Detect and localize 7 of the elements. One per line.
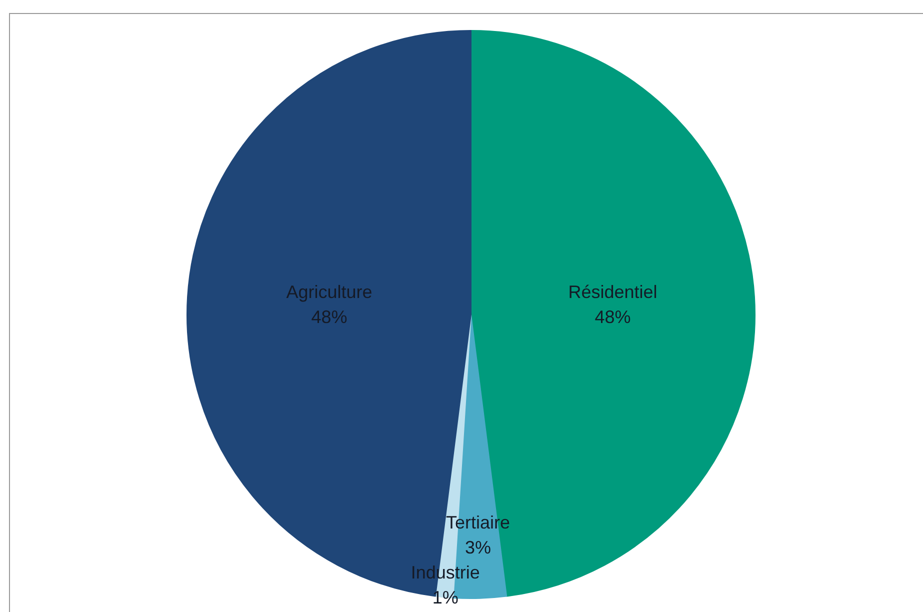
data-label: 3% xyxy=(464,537,491,558)
data-label: 48% xyxy=(594,307,631,328)
slice-label: Résidentiel xyxy=(568,282,658,302)
slice-label: Agriculture xyxy=(286,282,372,302)
data-label: 48% xyxy=(311,307,348,328)
data-label: 1% xyxy=(432,587,458,608)
slice-label: Industrie xyxy=(410,562,480,582)
